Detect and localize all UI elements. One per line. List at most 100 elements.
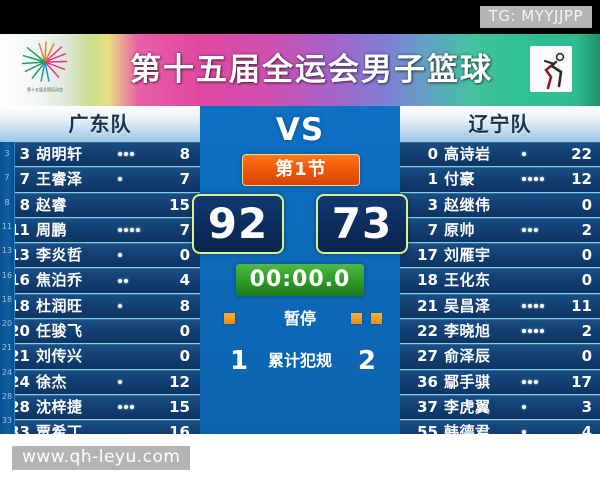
edge-strip-number: 33 [1, 416, 13, 426]
player-number: 1 [427, 170, 438, 189]
player-foul-dots [118, 218, 140, 242]
away-timeout-indicator [351, 313, 362, 324]
broadcast-scoreboard: 第十五届全国运动会 第十五届全运会男子篮球 广东队 辽宁队 3 7 8 11 13 16 1… [0, 34, 600, 434]
games-logo: 第十五届全国运动会 [14, 39, 76, 101]
adjacent-roster-edge-strip: 3 7 8 11 13 16 18 20 21 24 28 33 [0, 142, 15, 434]
player-number: 3 [19, 145, 30, 163]
player-points: 8 [179, 296, 190, 315]
away-team-name: 辽宁队 [468, 112, 532, 136]
player-number: 36 [417, 372, 438, 391]
edge-strip-number: 28 [1, 392, 13, 401]
home-timeout-indicator [224, 313, 235, 324]
player-row: 1 付豪 12 [400, 167, 600, 193]
event-banner: 第十五届全国运动会 第十五届全运会男子篮球 [0, 34, 600, 106]
player-points: 15 [169, 195, 190, 214]
player-points: 0 [581, 271, 592, 290]
player-points: 15 [169, 397, 190, 416]
timeout-label: 暂停 [283, 309, 316, 328]
player-foul-dots [522, 218, 538, 242]
player-number: 17 [417, 246, 438, 265]
player-number: 7 [19, 170, 30, 189]
game-clock: 00:00.0 [249, 267, 351, 292]
player-row: 18 杜润旺 8 [0, 293, 200, 320]
player-foul-dots [118, 142, 134, 166]
home-score: 92 [207, 199, 269, 248]
edge-strip-number: 20 [1, 319, 13, 329]
edge-strip-number: 3 [4, 149, 10, 158]
player-foul-dots [522, 167, 544, 191]
player-name: 周鹏 [36, 220, 68, 239]
event-title: 第十五届全运会男子篮球 [130, 52, 493, 88]
player-name: 徐杰 [36, 372, 68, 391]
edge-strip-number: 24 [1, 367, 13, 377]
player-foul-dots [522, 294, 544, 318]
player-name: 原帅 [444, 220, 476, 239]
player-name: 贾希丁 [36, 423, 83, 434]
player-row: 22 李晓旭 2 [400, 319, 600, 345]
player-points: 16 [169, 423, 190, 434]
period-label: 第1节 [275, 159, 327, 180]
timeout-row: 暂停 [200, 308, 400, 330]
logo-caption: 第十五届全国运动会 [27, 87, 63, 92]
player-name: 高诗岩 [444, 145, 491, 163]
player-points: 2 [581, 220, 592, 239]
player-row: 21 刘传兴 0 [0, 344, 200, 370]
team-fouls-row: 1 累计犯规 2 [200, 344, 400, 378]
url-watermark: www.qh-leyu.com [12, 446, 191, 470]
player-name: 韩德君 [444, 423, 491, 434]
player-name: 胡明轩 [36, 145, 83, 163]
player-foul-dots [522, 420, 526, 434]
player-foul-dots [118, 268, 128, 292]
edge-strip-number: 18 [1, 294, 13, 304]
player-points: 4 [581, 423, 592, 434]
away-team-name-bar: 辽宁队 [400, 106, 600, 142]
player-points: 11 [571, 296, 592, 315]
player-row: 7 原帅 2 [400, 217, 600, 244]
player-row: 8 赵睿 15 [0, 192, 200, 218]
player-number: 55 [417, 423, 438, 434]
player-number: 33 [9, 423, 30, 434]
player-points: 0 [581, 195, 592, 214]
player-foul-dots [118, 370, 122, 394]
player-row: 17 刘雁宇 0 [400, 243, 600, 269]
player-name: 王化东 [444, 271, 491, 290]
vs-label: VS [275, 112, 325, 148]
player-row: 36 鄢手骐 17 [400, 369, 600, 395]
player-points: 17 [571, 372, 592, 391]
player-row: 18 王化东 0 [400, 268, 600, 294]
player-points: 0 [179, 246, 190, 265]
player-number: 27 [417, 347, 438, 366]
edge-strip-number: 13 [1, 246, 13, 256]
player-name: 李晓旭 [444, 322, 491, 341]
player-foul-dots [118, 294, 122, 318]
player-row: 28 沈梓捷 15 [0, 394, 200, 421]
player-name: 焦泊乔 [36, 271, 83, 290]
player-row: 24 徐杰 12 [0, 369, 200, 395]
player-points: 12 [571, 170, 592, 189]
player-name: 鄢手骐 [444, 372, 491, 391]
away-score-box: 73 [316, 194, 408, 254]
broadcaster-watermark: 腾讯体育 @半场好球先生 [8, 432, 247, 434]
edge-strip-number: 7 [4, 173, 10, 183]
player-points: 3 [581, 397, 592, 416]
player-name: 王睿泽 [36, 170, 83, 189]
away-timeout-indicator [371, 313, 382, 324]
logo-burst-icon [21, 41, 68, 82]
player-name: 杜润旺 [36, 296, 83, 315]
player-points: 12 [169, 372, 190, 391]
player-points: 8 [179, 145, 190, 163]
player-foul-dots [522, 395, 526, 419]
player-row: 55 韩德君 4 [400, 420, 600, 434]
player-number: 21 [417, 296, 438, 315]
player-number: 7 [427, 220, 438, 239]
player-points: 0 [179, 347, 190, 366]
player-name: 沈梓捷 [36, 397, 83, 416]
player-row: 7 王睿泽 7 [0, 167, 200, 193]
basketball-player-pictogram-icon [530, 46, 572, 92]
home-team-name: 广东队 [68, 112, 132, 136]
player-row: 13 李炎哲 0 [0, 243, 200, 269]
home-team-roster: 3 胡明轩 8 7 王睿泽 7 8 赵睿 15 11 周鹏 7 13 李炎哲 0 16 焦泊乔 4 18 杜润旺 8 20… [0, 142, 200, 434]
player-foul-dots [118, 243, 122, 267]
player-name: 李虎翼 [444, 397, 491, 416]
